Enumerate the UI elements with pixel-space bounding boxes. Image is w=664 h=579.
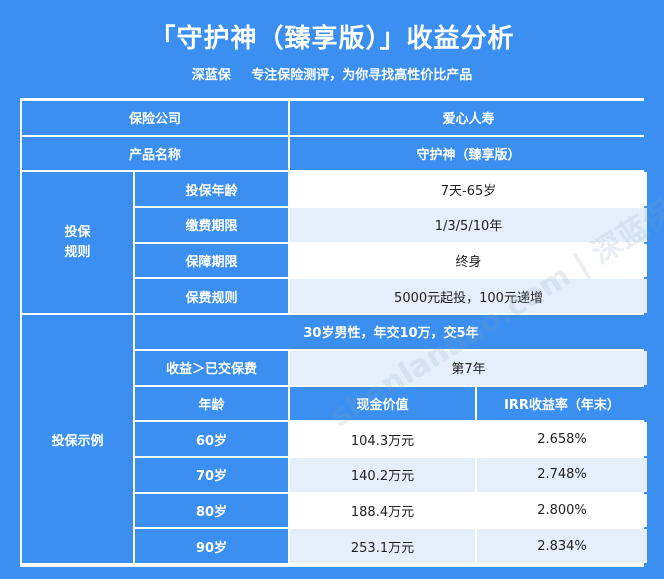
row-age: 90岁 [135,529,288,563]
column-header-cash-value: 现金价值 [290,386,475,421]
rule-value: 7天-65岁 [290,172,647,207]
row-age: 80岁 [135,493,288,528]
rule-value: 1/3/5/10年 [290,208,647,242]
row-cash-value: 104.3万元 [290,422,475,456]
rule-label: 缴费期限 [135,208,288,242]
row-cash-value: 188.4万元 [290,493,475,528]
column-header-irr: IRR收益率（年末） [477,386,647,421]
product-value: 守护神（臻享版） [290,136,647,171]
rule-label: 投保年龄 [135,172,288,207]
row-irr: 2.834% [477,529,647,563]
rule-value: 5000元起投，100元递增 [290,279,647,314]
row-age: 70岁 [135,457,288,492]
column-header-age: 年龄 [135,386,288,421]
rule-label: 保费规则 [135,279,288,314]
company-label: 保险公司 [22,101,288,135]
example-group-label: 投保示例 [22,315,133,563]
rule-value: 终身 [290,243,647,278]
rules-group-label: 投保规则 [22,172,133,314]
company-value: 爱心人寿 [290,101,647,135]
example-assumption: 30岁男性，年交10万，交5年 [135,315,647,349]
page-title: 「守护神（臻享版）」收益分析 [149,24,515,54]
brand-name: 深蓝保 [191,68,231,83]
page-subtitle: 深蓝保 专注保险测评，为你寻找高性价比产品 [0,64,664,83]
analysis-table: 保险公司 爱心人寿 产品名称 守护神（臻享版） 投保规则 投保年龄 7天-65岁… [22,101,647,563]
tagline: 专注保险测评，为你寻找高性价比产品 [251,68,473,83]
product-label: 产品名称 [22,136,288,171]
row-cash-value: 253.1万元 [290,529,475,563]
row-cash-value: 140.2万元 [290,457,475,492]
rules-group-text: 投保规则 [64,224,91,260]
row-irr: 2.748% [477,457,647,492]
rule-label: 保障期限 [135,243,288,278]
analysis-table-panel: 保险公司 爱心人寿 产品名称 守护神（臻享版） 投保规则 投保年龄 7天-65岁… [20,98,664,567]
row-age: 60岁 [135,422,288,456]
row-irr: 2.800% [477,493,647,528]
breakeven-value: 第7年 [290,350,647,385]
row-irr: 2.658% [477,422,647,456]
breakeven-label: 收益＞已交保费 [135,350,288,385]
